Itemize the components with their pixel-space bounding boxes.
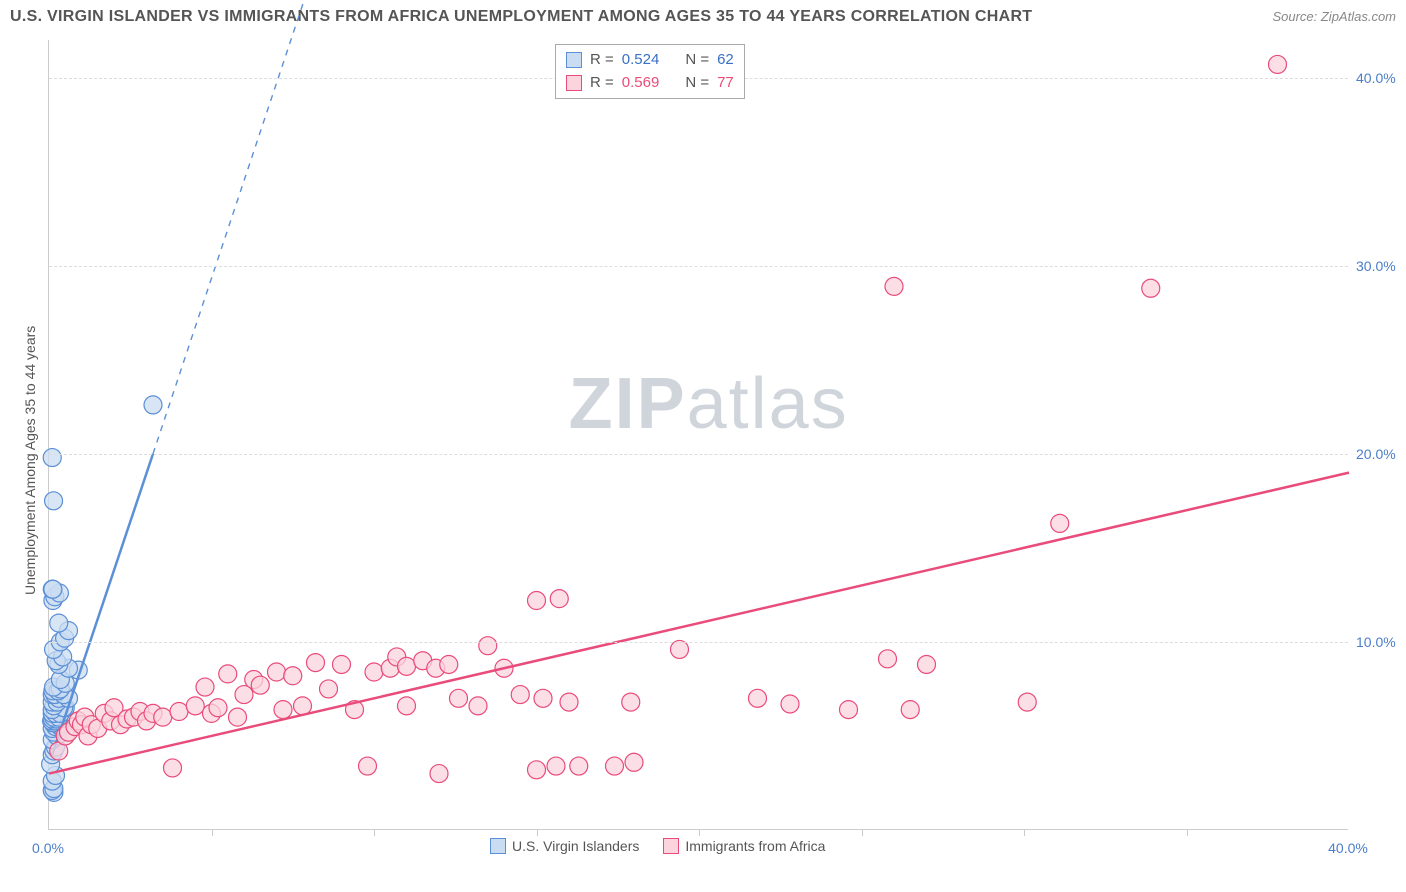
data-point [511, 686, 529, 704]
x-tick [537, 830, 538, 836]
data-point [320, 680, 338, 698]
data-point [885, 277, 903, 295]
legend-swatch [663, 838, 679, 854]
data-point [154, 708, 172, 726]
x-tick [699, 830, 700, 836]
data-point [901, 701, 919, 719]
data-point [560, 693, 578, 711]
y-tick-label: 40.0% [1356, 70, 1396, 86]
data-point [365, 663, 383, 681]
x-tick [374, 830, 375, 836]
data-point [1142, 279, 1160, 297]
r-label: R = [590, 49, 614, 72]
data-point [219, 665, 237, 683]
legend-label: U.S. Virgin Islanders [512, 838, 639, 854]
data-point [209, 699, 227, 717]
gridline [49, 642, 1348, 643]
data-point [359, 757, 377, 775]
data-point [528, 592, 546, 610]
data-point [534, 689, 552, 707]
legend-series: U.S. Virgin Islanders Immigrants from Afr… [490, 838, 825, 854]
data-point [625, 753, 643, 771]
data-point [479, 637, 497, 655]
data-point [469, 697, 487, 715]
legend-item: U.S. Virgin Islanders [490, 838, 639, 854]
data-point [186, 697, 204, 715]
plot-area: ZIPatlas [48, 40, 1348, 830]
n-value: 77 [717, 72, 734, 95]
r-value: 0.569 [622, 72, 660, 95]
data-point [1051, 514, 1069, 532]
data-point [781, 695, 799, 713]
data-point [50, 614, 68, 632]
data-point [274, 701, 292, 719]
data-point [918, 655, 936, 673]
data-point [547, 757, 565, 775]
data-point [528, 761, 546, 779]
trend-line-extrapolated [153, 0, 329, 454]
y-tick-label: 30.0% [1356, 258, 1396, 274]
legend-item: Immigrants from Africa [663, 838, 825, 854]
trend-line [49, 473, 1349, 774]
legend-swatch [566, 75, 582, 91]
data-point [251, 676, 269, 694]
legend-row: R = 0.524 N = 62 [566, 49, 734, 72]
data-point [1269, 55, 1287, 73]
gridline [49, 454, 1348, 455]
data-point [550, 590, 568, 608]
data-point [1018, 693, 1036, 711]
data-point [268, 663, 286, 681]
data-point [229, 708, 247, 726]
legend-correlation: R = 0.524 N = 62 R = 0.569 N = 77 [555, 44, 745, 99]
data-point [606, 757, 624, 775]
data-point [45, 492, 63, 510]
data-point [622, 693, 640, 711]
legend-swatch [566, 52, 582, 68]
data-point [170, 703, 188, 721]
data-point [749, 689, 767, 707]
y-tick-label: 20.0% [1356, 446, 1396, 462]
data-point [570, 757, 588, 775]
data-point [284, 667, 302, 685]
data-point [840, 701, 858, 719]
data-point [196, 678, 214, 696]
x-tick [1024, 830, 1025, 836]
data-point [398, 657, 416, 675]
y-axis-title: Unemployment Among Ages 35 to 44 years [22, 326, 38, 595]
chart-title: U.S. VIRGIN ISLANDER VS IMMIGRANTS FROM … [10, 8, 1032, 26]
gridline [49, 266, 1348, 267]
x-tick-label: 0.0% [32, 840, 64, 856]
r-label: R = [590, 72, 614, 95]
data-point [430, 765, 448, 783]
data-point [307, 654, 325, 672]
data-point [440, 655, 458, 673]
data-point [164, 759, 182, 777]
n-label: N = [685, 72, 709, 95]
data-point [398, 697, 416, 715]
legend-row: R = 0.569 N = 77 [566, 72, 734, 95]
legend-swatch [490, 838, 506, 854]
x-tick [212, 830, 213, 836]
x-tick [862, 830, 863, 836]
n-label: N = [685, 49, 709, 72]
legend-label: Immigrants from Africa [685, 838, 825, 854]
source-attribution: Source: ZipAtlas.com [1272, 9, 1396, 24]
r-value: 0.524 [622, 49, 660, 72]
n-value: 62 [717, 49, 734, 72]
data-point [879, 650, 897, 668]
data-point [43, 449, 61, 467]
x-tick [1187, 830, 1188, 836]
data-point [144, 396, 162, 414]
data-point [333, 655, 351, 673]
data-point [671, 640, 689, 658]
plot-svg [49, 40, 1348, 829]
data-point [44, 580, 62, 598]
title-bar: U.S. VIRGIN ISLANDER VS IMMIGRANTS FROM … [10, 8, 1396, 26]
y-tick-label: 10.0% [1356, 634, 1396, 650]
x-tick-label: 40.0% [1328, 840, 1368, 856]
data-point [450, 689, 468, 707]
